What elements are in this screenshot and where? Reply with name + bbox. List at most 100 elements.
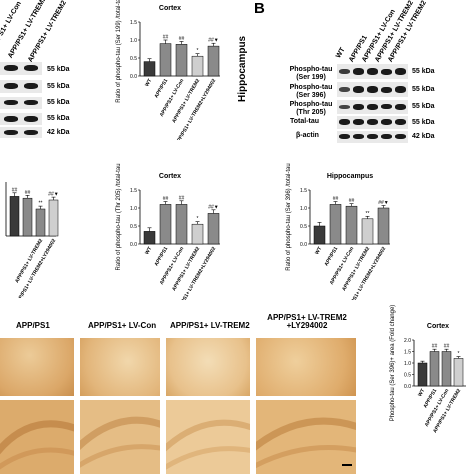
x-tick-label: APP/PS1	[323, 246, 339, 267]
bar	[313, 225, 326, 245]
kda-label: 55 kDa	[47, 66, 70, 73]
stain-label: APP/PS1+ LV-TREM2 +LY294002	[267, 313, 347, 330]
significance-label: ##	[444, 344, 450, 350]
micrograph-hippocampus-4	[256, 400, 356, 474]
micrograph-cortex-3	[166, 338, 250, 396]
bar	[345, 205, 358, 245]
x-tick-label: APP/PS1	[153, 246, 169, 267]
chart-title: Cortex	[159, 173, 181, 180]
significance-label: *	[197, 216, 199, 222]
y-tick-label: 1.5	[300, 188, 307, 194]
micrograph-cortex-2	[80, 338, 160, 396]
chart-hippocampus-ser396: Hippocampus 0.0 0.5 1.0 1.5 Ratio of phospho-…	[286, 163, 390, 300]
bar	[361, 218, 374, 245]
y-axis-label: Ratio of phospho-tau (Ser 396) /total-ta…	[286, 163, 292, 270]
significance-label: ##▼	[208, 38, 219, 44]
chart-cortex-ser396-area: Cortex 0.0 0.5 1.0 1.5 2.0 Phospho-tau (Ser 39…	[390, 305, 466, 434]
panel-letter-b: B	[254, 0, 265, 17]
y-tick-label: 0.0	[130, 242, 137, 248]
bar	[159, 43, 172, 77]
right-blot-strip-3	[337, 100, 408, 114]
left-blot-strip-1	[0, 62, 42, 75]
x-tick-label: APP/PS1	[153, 78, 169, 99]
bar	[207, 213, 220, 245]
chart-title: Hippocampus	[327, 173, 373, 180]
bar	[207, 45, 220, 77]
kda-label: 55 kDa	[412, 68, 435, 75]
bar	[453, 358, 464, 387]
bar	[143, 61, 156, 77]
blot-row-label: Phospho-tau (Thr 205)	[289, 101, 333, 116]
kda-label: 55 kDa	[412, 86, 435, 93]
bar	[22, 197, 33, 237]
micrograph-cortex-1	[0, 338, 74, 396]
significance-label: ##	[163, 35, 169, 41]
significance-label: ##▼	[48, 192, 59, 198]
significance-label: ##	[179, 195, 185, 201]
bar	[175, 204, 188, 245]
kda-label: 42 kDa	[47, 129, 70, 136]
kda-label: 55 kDa	[47, 83, 70, 90]
x-tick-label: WT	[417, 388, 426, 398]
significance-label: ##	[333, 196, 339, 202]
y-tick-label: 0.5	[404, 373, 411, 379]
significance-label: ##	[432, 344, 438, 350]
left-blot-strip-5	[0, 127, 42, 138]
x-tick-label: WT	[144, 78, 153, 88]
y-tick-label: 1.5	[404, 350, 411, 356]
x-tick-label: WT	[144, 246, 153, 256]
significance-label: ##	[25, 190, 31, 196]
significance-label: *	[458, 351, 460, 357]
right-blot-strip-4	[337, 116, 408, 129]
chart-left-partial: ## ##**APP/PS1+ LV-TREM2##▼APP/PS1+ LV-TR…	[5, 182, 59, 298]
y-tick-label: 1.0	[300, 206, 307, 212]
kda-label: 55 kDa	[47, 99, 70, 106]
chart-cortex-ser199: Cortex 0.0 0.5 1.0 1.5 Ratio of phospho-tau (…	[116, 0, 220, 140]
y-tick-label: 0.0	[404, 384, 411, 390]
micrograph-hippocampus-3	[166, 400, 250, 474]
right-blot-strip-1	[337, 64, 408, 79]
right-blot-strip-2	[337, 82, 408, 97]
bar	[175, 44, 188, 77]
bar	[417, 362, 428, 387]
kda-label: 42 kDa	[412, 133, 435, 140]
kda-label: 55 kDa	[412, 119, 435, 126]
bar	[441, 351, 452, 387]
significance-label: **	[39, 201, 43, 207]
y-tick-label: 0.5	[130, 224, 137, 230]
significance-label: **	[366, 211, 370, 217]
bar	[377, 207, 390, 245]
y-axis-label: Ratio of phospho-tau (Thr 205) /total-ta…	[116, 163, 122, 270]
bar	[35, 208, 46, 237]
blot-row-label: Total-tau	[290, 118, 320, 125]
y-tick-label: 0.5	[130, 56, 137, 62]
significance-label: ##	[12, 187, 18, 193]
stain-label: APP/PS1+ LV-Con	[88, 321, 157, 330]
y-tick-label: 0.0	[130, 74, 137, 80]
x-tick-label: WT	[314, 246, 323, 256]
left-blot-strip-4	[0, 113, 42, 125]
y-axis-label: Phospho-tau (Ser 396)+ area (Fold change…	[390, 305, 396, 422]
lane-label: WT	[335, 46, 347, 60]
significance-label: ##	[349, 198, 355, 204]
stain-label: APP/PS1	[16, 321, 50, 330]
significance-label: ##▼	[378, 200, 389, 206]
chart-title: Cortex	[427, 323, 449, 330]
micrograph-hippocampus-1	[0, 400, 74, 474]
y-tick-label: 1.5	[130, 20, 137, 26]
y-axis-label: Ratio of phospho-tau (Ser 199) /total-ta…	[116, 0, 122, 103]
y-tick-label: 1.0	[404, 361, 411, 367]
y-tick-label: 1.5	[130, 188, 137, 194]
significance-label: *	[197, 48, 199, 54]
y-tick-label: 0.5	[300, 224, 307, 230]
blot-row-label: Phospho-tau (Ser 199)	[289, 66, 333, 81]
bar	[48, 199, 59, 237]
right-blot-strip-5	[337, 131, 408, 143]
kda-label: 55 kDa	[47, 115, 70, 122]
chart-title: Cortex	[159, 5, 181, 12]
stain-label: APP/PS1+ LV-TREM2	[170, 321, 250, 330]
bar	[191, 55, 204, 77]
left-blot-strip-3	[0, 97, 42, 109]
micrograph-cortex-4	[256, 338, 356, 396]
blot-row-label: Phospho-tau (Ser 396)	[289, 84, 333, 99]
